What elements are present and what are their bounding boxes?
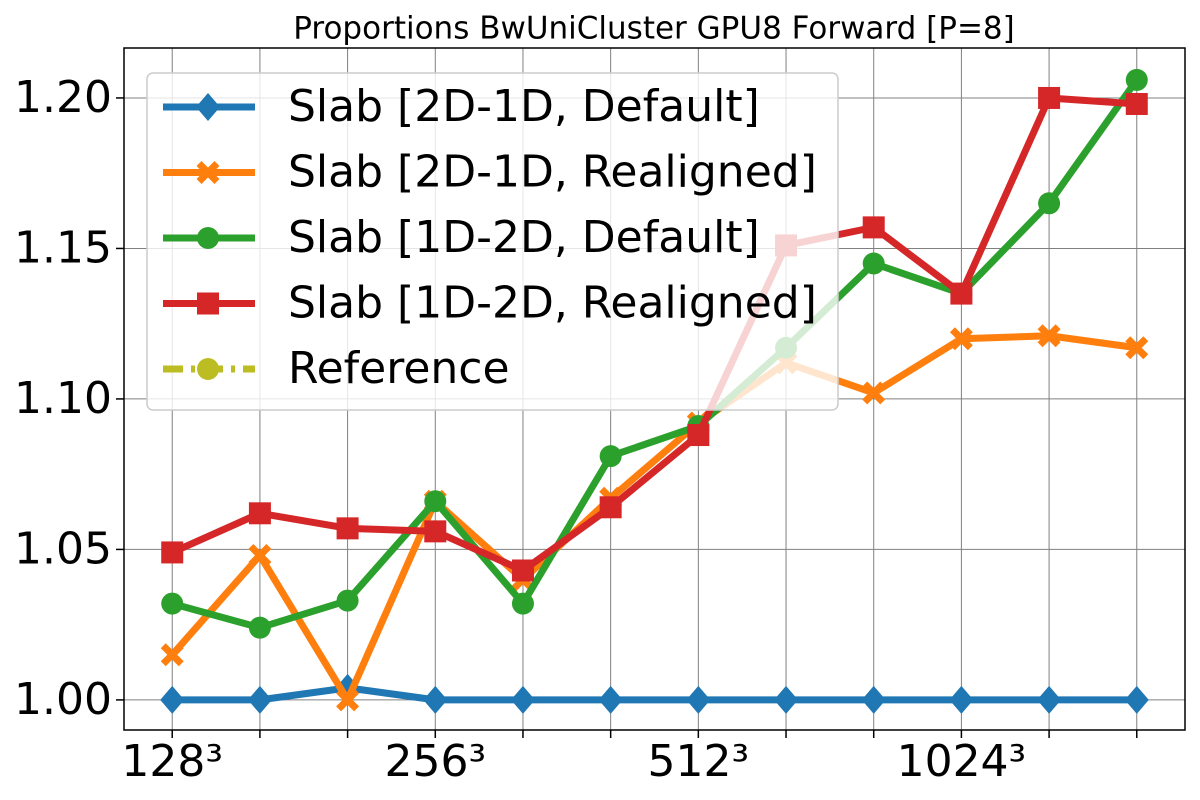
- marker: [862, 216, 885, 239]
- marker: [423, 685, 448, 714]
- marker: [862, 381, 886, 405]
- marker: [949, 685, 974, 714]
- marker: [686, 685, 711, 714]
- marker: [424, 520, 447, 543]
- marker: [160, 685, 185, 714]
- marker: [247, 685, 272, 714]
- marker: [1037, 324, 1061, 348]
- x-tick-label: 256³: [384, 736, 486, 787]
- marker: [1037, 685, 1062, 714]
- marker: [336, 688, 360, 712]
- marker: [862, 252, 885, 275]
- marker: [598, 685, 623, 714]
- series-line: [170, 94, 1138, 574]
- x-tick-label: 128³: [121, 736, 223, 787]
- x-tick-label: 1024³: [897, 736, 1027, 787]
- marker: [1125, 336, 1149, 360]
- legend: Slab [2D-1D, Default] Slab [2D-1D, Realig…: [146, 72, 839, 411]
- marker: [336, 589, 359, 612]
- legend-label: Slab [1D-2D, Realigned]: [288, 278, 817, 329]
- chart-title: Proportions BwUniCluster GPU8 Forward [P…: [293, 11, 1015, 47]
- marker: [949, 327, 973, 351]
- y-tick-label: 1.15: [14, 222, 112, 273]
- y-tick-label: 1.20: [14, 72, 112, 123]
- legend-label: Slab [2D-1D, Realigned]: [288, 147, 817, 198]
- marker: [950, 282, 973, 305]
- marker: [196, 161, 220, 184]
- marker: [1038, 86, 1061, 109]
- marker: [861, 685, 886, 714]
- marker: [197, 292, 219, 315]
- marker: [161, 592, 184, 615]
- marker: [1125, 92, 1148, 115]
- marker: [197, 358, 219, 380]
- legend-box: [146, 72, 839, 411]
- x-tick-label: 512³: [648, 736, 750, 787]
- marker: [248, 543, 272, 567]
- marker: [248, 616, 271, 639]
- marker: [510, 685, 535, 714]
- marker: [687, 424, 710, 447]
- marker: [248, 502, 271, 525]
- y-tick-label: 1.10: [14, 373, 112, 424]
- series-line: [169, 332, 1138, 704]
- marker: [424, 490, 447, 513]
- series-line: [171, 77, 1140, 632]
- y-tick-label: 1.05: [14, 523, 112, 574]
- plot-frame: [123, 47, 1186, 731]
- series-line: [172, 684, 1137, 704]
- y-tick-label: 1.00: [14, 674, 112, 725]
- marker: [511, 592, 534, 615]
- marker: [599, 445, 622, 468]
- legend-label: Slab [1D-2D, Default]: [288, 212, 760, 263]
- marker: [160, 643, 184, 667]
- legend-label: Slab [2D-1D, Default]: [288, 81, 760, 132]
- marker: [511, 559, 534, 582]
- marker: [599, 496, 622, 519]
- marker: [336, 517, 359, 540]
- marker: [196, 93, 220, 121]
- marker: [1125, 68, 1148, 91]
- marker: [1124, 685, 1149, 714]
- marker: [197, 227, 219, 249]
- marker: [161, 541, 184, 564]
- marker: [1038, 192, 1061, 215]
- marker: [774, 685, 799, 714]
- legend-label: Reference: [288, 343, 510, 394]
